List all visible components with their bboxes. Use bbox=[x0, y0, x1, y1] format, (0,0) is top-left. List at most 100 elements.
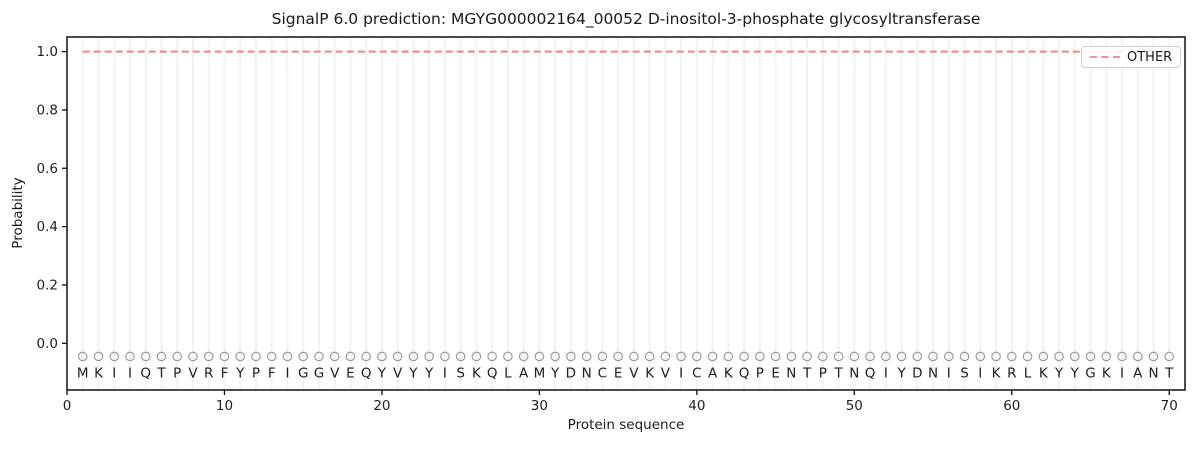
residue-circle bbox=[518, 351, 529, 362]
residue-circle bbox=[629, 351, 639, 362]
residue-circle bbox=[1164, 351, 1175, 362]
residue-letter: N bbox=[786, 365, 796, 381]
residue-letter: K bbox=[1102, 365, 1112, 381]
y-tick-label: 0.8 bbox=[37, 102, 58, 118]
residue-letter: T bbox=[802, 365, 812, 381]
residue-letter: V bbox=[661, 365, 671, 381]
residue-circle bbox=[975, 351, 986, 362]
x-tick-label: 30 bbox=[531, 398, 548, 414]
residue-letter: K bbox=[472, 365, 482, 381]
residue-circle bbox=[1132, 351, 1143, 362]
y-tick-label: 1.0 bbox=[37, 44, 58, 60]
residue-letter: F bbox=[268, 365, 276, 381]
residue-letter: Y bbox=[1054, 365, 1064, 381]
residue-letter: I bbox=[978, 365, 982, 381]
x-tick-label: 60 bbox=[1003, 398, 1020, 414]
residue-circle bbox=[1038, 351, 1049, 362]
residue-letter: C bbox=[598, 365, 607, 381]
residue-circle bbox=[455, 351, 466, 362]
residue-letter: N bbox=[849, 365, 859, 381]
residue-circle bbox=[282, 351, 293, 362]
residue-letter: I bbox=[285, 365, 289, 381]
residue-circle bbox=[849, 351, 860, 362]
chart-title: SignalP 6.0 prediction: MGYG000002164_00… bbox=[271, 10, 981, 28]
residue-circle bbox=[487, 351, 497, 362]
residue-circle bbox=[928, 351, 938, 362]
residue-letter: C bbox=[692, 365, 701, 381]
residue-circle bbox=[755, 351, 765, 362]
residue-letter: Q bbox=[865, 365, 876, 381]
residue-circle bbox=[534, 351, 545, 362]
x-tick-label: 50 bbox=[846, 398, 863, 414]
residue-circle bbox=[156, 351, 167, 362]
x-tick-label: 70 bbox=[1161, 398, 1178, 414]
residue-letter: T bbox=[833, 365, 843, 381]
residue-circle bbox=[818, 351, 828, 362]
residue-circle bbox=[1054, 351, 1064, 362]
x-tick-label: 40 bbox=[688, 398, 705, 414]
residue-circle bbox=[566, 351, 576, 362]
residue-circle bbox=[109, 351, 120, 362]
residue-letter: D bbox=[912, 365, 922, 381]
residue-circle bbox=[1148, 351, 1159, 362]
residue-circle bbox=[140, 351, 151, 362]
residue-letter: S bbox=[456, 365, 465, 381]
residue-circle bbox=[692, 351, 702, 362]
residue-letter: I bbox=[1120, 365, 1124, 381]
residue-letter: A bbox=[519, 365, 529, 381]
residue-circle bbox=[581, 351, 592, 362]
residue-circle bbox=[723, 351, 734, 362]
residue-letter: P bbox=[819, 365, 827, 381]
residue-letter: T bbox=[1164, 365, 1174, 381]
residue-letter: N bbox=[928, 365, 938, 381]
residue-circle bbox=[329, 351, 340, 362]
residue-circle bbox=[959, 351, 970, 362]
x-tick-label: 20 bbox=[373, 398, 390, 414]
residue-letter: G bbox=[1085, 365, 1095, 381]
residue-circle bbox=[188, 351, 198, 362]
residue-circle bbox=[298, 351, 308, 362]
residue-circle bbox=[93, 351, 104, 362]
residue-letter: K bbox=[645, 365, 655, 381]
residue-circle bbox=[408, 351, 419, 362]
residue-circle bbox=[644, 351, 655, 362]
residue-letter: M bbox=[534, 365, 546, 381]
residue-circle bbox=[1085, 351, 1096, 362]
residue-letter: L bbox=[1024, 365, 1032, 381]
residue-letter: Q bbox=[140, 365, 151, 381]
residue-letter: P bbox=[252, 365, 260, 381]
residue-letter: I bbox=[947, 365, 951, 381]
legend-dashed-line-sample bbox=[1090, 56, 1120, 58]
residue-letter: G bbox=[298, 365, 308, 381]
residue-circle bbox=[1117, 351, 1127, 362]
x-axis-label: Protein sequence bbox=[567, 417, 685, 433]
residue-circle bbox=[251, 351, 261, 362]
residue-circle bbox=[77, 351, 88, 362]
residue-letter: R bbox=[1007, 365, 1016, 381]
residue-circle bbox=[172, 351, 183, 362]
residue-circle bbox=[660, 351, 671, 362]
residue-letter: N bbox=[582, 365, 592, 381]
residue-circle bbox=[361, 351, 371, 362]
residue-circle bbox=[266, 351, 277, 362]
residue-letter: P bbox=[173, 365, 181, 381]
residue-letter: I bbox=[128, 365, 132, 381]
gridlines bbox=[81, 37, 1171, 390]
residue-circle bbox=[833, 351, 844, 362]
residue-letter: Y bbox=[424, 365, 434, 381]
residue-circle bbox=[377, 351, 387, 362]
y-tick-label: 0.0 bbox=[37, 336, 58, 352]
residue-circle bbox=[235, 351, 246, 362]
residue-letter: A bbox=[708, 365, 718, 381]
residue-letter: M bbox=[77, 365, 89, 381]
y-axis-ticks: 0.0 0.2 0.4 0.6 0.8 1.0 bbox=[37, 44, 67, 352]
residue-letter: V bbox=[393, 365, 403, 381]
y-tick-label: 0.4 bbox=[37, 219, 58, 235]
residue-letter: T bbox=[156, 365, 166, 381]
residue-circle bbox=[1101, 351, 1112, 362]
residue-circle bbox=[707, 351, 718, 362]
residue-letter: Y bbox=[408, 365, 418, 381]
residue-circle bbox=[739, 351, 749, 362]
residue-circle bbox=[991, 351, 1001, 362]
